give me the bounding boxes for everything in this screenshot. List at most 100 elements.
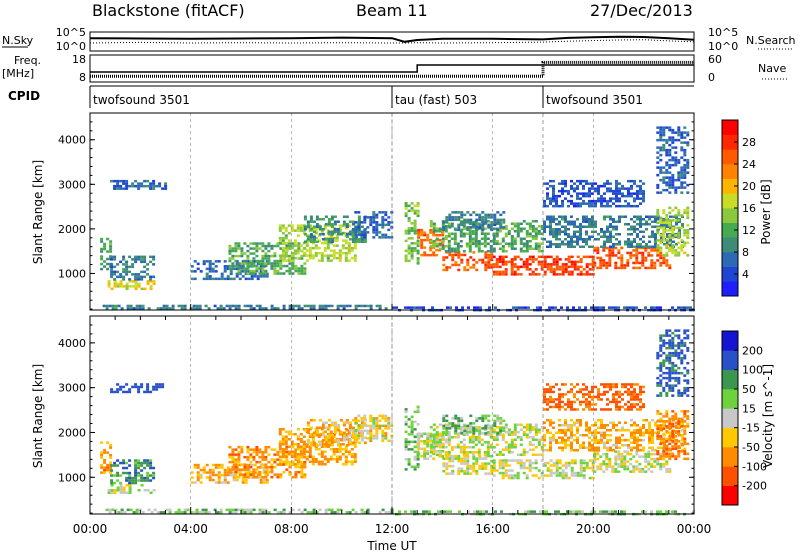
data-cell — [614, 306, 617, 309]
data-cell — [633, 204, 636, 208]
data-cell — [603, 215, 606, 218]
data-cell — [106, 257, 110, 261]
data-cell — [648, 240, 651, 243]
data-cell — [281, 226, 285, 230]
data-cell — [232, 277, 236, 281]
data-cell — [627, 204, 630, 208]
data-cell — [540, 250, 544, 253]
data-cell — [318, 218, 322, 221]
data-cell — [285, 468, 289, 471]
data-cell — [504, 448, 508, 451]
data-cell — [327, 424, 331, 427]
data-cell — [312, 431, 316, 434]
data-cell — [540, 436, 544, 439]
data-cell — [327, 223, 331, 226]
data-cell — [381, 216, 385, 219]
data-cell — [454, 417, 458, 420]
data-cell — [656, 457, 660, 461]
data-cell — [579, 260, 583, 264]
data-cell — [543, 270, 547, 274]
data-cell — [324, 441, 328, 444]
data-cell — [345, 436, 349, 439]
data-cell — [459, 426, 463, 429]
data-cell — [665, 181, 669, 184]
data-cell — [108, 304, 112, 308]
data-cell — [618, 233, 621, 236]
data-cell — [468, 232, 472, 235]
data-cell — [134, 385, 138, 389]
data-cell — [231, 450, 235, 454]
data-cell — [329, 249, 333, 252]
data-cell — [492, 270, 496, 274]
data-cell — [152, 182, 156, 185]
data-cell — [453, 237, 457, 240]
data-cell — [417, 435, 421, 438]
data-cell — [660, 446, 663, 449]
data-cell — [311, 460, 315, 463]
data-cell — [113, 481, 117, 485]
data-cell — [677, 138, 681, 142]
data-cell — [432, 451, 436, 454]
data-cell — [680, 166, 684, 169]
data-cell — [627, 233, 630, 236]
data-cell — [426, 445, 430, 448]
data-cell — [481, 419, 485, 423]
data-cell — [671, 156, 675, 159]
data-cell — [493, 218, 497, 222]
data-cell — [596, 306, 599, 309]
data-cell — [342, 220, 346, 223]
data-cell — [208, 478, 212, 482]
data-cell — [639, 429, 642, 432]
data-cell — [457, 253, 461, 257]
data-cell — [466, 467, 470, 470]
data-cell — [504, 461, 508, 465]
data-cell — [240, 267, 244, 270]
data-cell — [177, 304, 181, 308]
data-cell — [134, 287, 138, 291]
data-cell — [363, 429, 367, 433]
data-cell — [659, 146, 663, 149]
data-cell — [309, 444, 313, 447]
data-cell — [279, 272, 283, 275]
data-cell — [549, 270, 553, 274]
data-cell — [543, 260, 547, 264]
data-cell — [420, 241, 424, 244]
data-cell — [119, 184, 123, 188]
data-cell — [345, 444, 349, 447]
data-cell — [357, 419, 361, 423]
data-cell — [351, 441, 355, 444]
data-cell — [624, 215, 627, 218]
data-cell — [626, 251, 630, 255]
data-cell — [585, 230, 588, 233]
data-cell — [231, 249, 235, 253]
data-cell — [647, 452, 651, 456]
data-cell — [564, 474, 568, 477]
data-cell — [603, 444, 606, 447]
data-cell — [435, 433, 439, 436]
data-cell — [447, 247, 451, 250]
data-cell — [296, 251, 300, 255]
data-cell — [630, 424, 633, 427]
data-cell — [534, 273, 538, 276]
data-cell — [606, 182, 609, 185]
data-cell — [558, 466, 562, 470]
data-cell — [558, 431, 561, 434]
data-cell — [429, 241, 433, 244]
data-cell — [451, 422, 455, 425]
data-cell — [546, 192, 549, 195]
data-cell — [262, 471, 266, 474]
data-cell — [103, 466, 107, 469]
data-cell — [662, 415, 666, 418]
data-cell — [155, 388, 159, 391]
data-cell — [656, 432, 660, 436]
data-cell — [423, 432, 427, 435]
data-cell — [653, 452, 657, 456]
data-cell — [558, 258, 562, 261]
data-cell — [384, 414, 388, 418]
data-cell — [332, 251, 336, 255]
data-cell — [594, 182, 597, 185]
data-cell — [290, 440, 294, 443]
data-cell — [270, 448, 274, 451]
data-cell — [208, 468, 212, 472]
data-cell — [618, 421, 621, 424]
